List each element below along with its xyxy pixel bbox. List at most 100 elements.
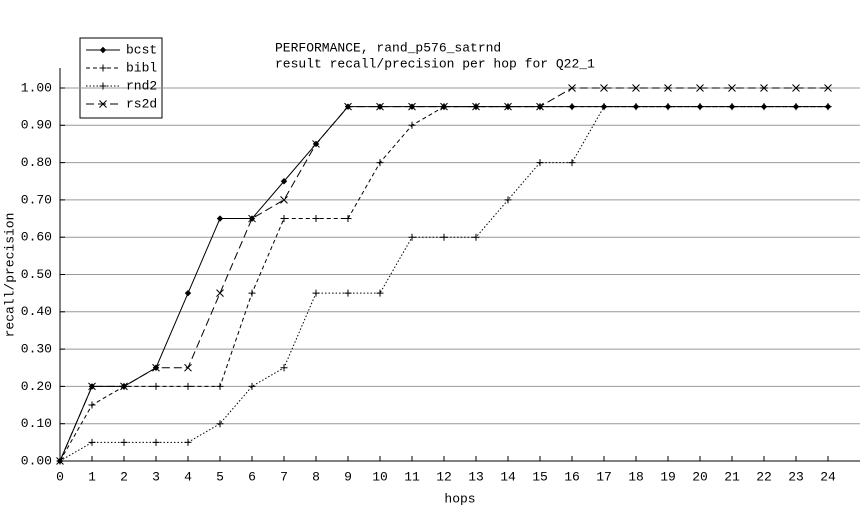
marker xyxy=(664,84,672,92)
marker xyxy=(312,289,320,297)
marker xyxy=(184,363,192,372)
marker xyxy=(184,382,192,390)
x-tick-label: 24 xyxy=(820,469,836,484)
marker xyxy=(312,215,320,223)
x-tick-label: 15 xyxy=(532,469,548,484)
marker xyxy=(824,103,832,111)
x-tick-label: 11 xyxy=(404,469,420,484)
marker xyxy=(376,102,384,111)
x-tick-label: 9 xyxy=(344,469,352,484)
marker xyxy=(568,159,576,167)
marker xyxy=(408,233,416,241)
legend-label: rnd2 xyxy=(126,78,157,93)
marker xyxy=(344,102,352,111)
x-tick-label: 18 xyxy=(628,469,644,484)
x-tick-label: 16 xyxy=(564,469,580,484)
x-tick-label: 21 xyxy=(724,469,740,484)
marker xyxy=(248,289,256,297)
marker xyxy=(760,84,768,92)
marker xyxy=(248,382,256,390)
marker xyxy=(664,103,672,111)
x-tick-label: 22 xyxy=(756,469,772,484)
marker xyxy=(280,364,288,372)
marker xyxy=(152,438,160,446)
chart-subtitle: result recall/precision per hop for Q22_… xyxy=(275,56,595,71)
marker xyxy=(99,64,107,72)
marker xyxy=(88,401,96,409)
marker xyxy=(56,457,64,465)
marker xyxy=(792,84,800,92)
y-tick-label: 0.90 xyxy=(21,118,52,133)
marker xyxy=(408,102,416,111)
marker xyxy=(152,382,160,390)
x-axis-label: hops xyxy=(444,491,475,506)
marker xyxy=(280,215,288,223)
x-tick-label: 8 xyxy=(312,469,320,484)
marker xyxy=(760,103,768,111)
legend-label: bibl xyxy=(126,60,157,75)
marker xyxy=(472,102,480,111)
y-tick-label: 0.60 xyxy=(21,230,52,245)
marker xyxy=(568,103,576,111)
marker xyxy=(280,196,288,204)
marker xyxy=(99,82,107,90)
x-tick-label: 12 xyxy=(436,469,452,484)
series-line xyxy=(59,106,828,462)
marker xyxy=(440,233,448,241)
y-tick-label: 0.80 xyxy=(21,155,52,170)
x-tick-label: 19 xyxy=(660,469,676,484)
marker xyxy=(568,84,576,92)
marker xyxy=(312,140,320,148)
legend-box xyxy=(79,37,163,119)
marker xyxy=(184,438,192,446)
marker xyxy=(600,84,608,92)
marker xyxy=(216,215,224,222)
x-tick-label: 0 xyxy=(56,469,64,484)
legend-label: bcst xyxy=(126,42,157,57)
series-line xyxy=(59,106,828,462)
marker xyxy=(696,103,704,111)
marker xyxy=(728,84,736,92)
marker xyxy=(184,289,192,297)
y-tick-label: 0.70 xyxy=(21,192,52,207)
series-line xyxy=(59,106,828,462)
y-tick-label: 0.30 xyxy=(21,342,52,357)
marker xyxy=(376,289,384,297)
y-tick-label: 1.00 xyxy=(21,80,52,95)
x-tick-label: 20 xyxy=(692,469,708,484)
x-tick-label: 2 xyxy=(120,469,128,484)
marker xyxy=(88,438,96,446)
x-tick-label: 5 xyxy=(216,469,224,484)
y-tick-label: 0.20 xyxy=(21,379,52,394)
y-tick-label: 0.40 xyxy=(21,304,52,319)
marker xyxy=(120,438,128,446)
marker xyxy=(99,100,107,108)
marker xyxy=(376,159,384,167)
marker xyxy=(472,233,480,241)
marker xyxy=(88,382,96,391)
marker xyxy=(632,84,640,92)
marker xyxy=(504,102,512,111)
marker xyxy=(792,103,800,111)
x-tick-label: 1 xyxy=(88,469,96,484)
marker xyxy=(440,102,448,111)
x-tick-label: 17 xyxy=(596,469,612,484)
marker xyxy=(216,289,224,298)
legend-label: rs2d xyxy=(126,96,157,111)
chart-title: PERFORMANCE, rand_p576_satrnd xyxy=(275,40,501,55)
marker xyxy=(408,121,416,129)
marker xyxy=(152,363,160,372)
y-tick-label: 0.10 xyxy=(21,416,52,431)
marker xyxy=(344,289,352,297)
marker xyxy=(216,420,224,428)
x-tick-label: 23 xyxy=(788,469,804,484)
marker xyxy=(280,178,288,185)
marker xyxy=(728,103,736,111)
x-tick-label: 13 xyxy=(468,469,484,484)
x-tick-label: 6 xyxy=(248,469,256,484)
x-tick-label: 4 xyxy=(184,469,192,484)
marker xyxy=(536,159,544,167)
marker xyxy=(536,102,544,111)
x-tick-label: 10 xyxy=(372,469,388,484)
